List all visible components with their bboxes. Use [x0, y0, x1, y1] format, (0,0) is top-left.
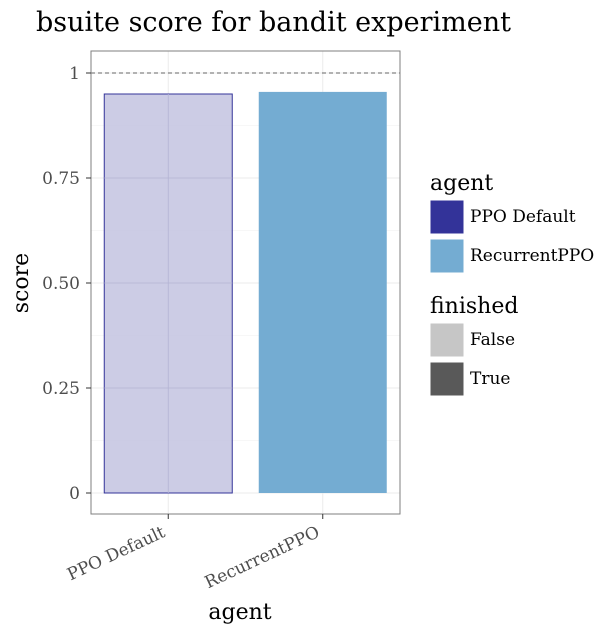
x-tick-label: PPO Default [64, 522, 168, 585]
legend-label: False [470, 330, 515, 350]
x-tick-label: RecurrentPPO [202, 522, 323, 593]
bar-recurrentppo [258, 91, 387, 494]
y-tick-label: 0 [69, 484, 80, 504]
legend-title: agent [430, 171, 493, 196]
chart-title: bsuite score for bandit experiment [36, 7, 511, 38]
plot-panel: 0 0.25 0.50 0.75 1 PPO Default RecurrentPPO [42, 50, 401, 593]
legend-key [429, 199, 465, 235]
y-tick-label: 0.75 [42, 169, 80, 189]
legends: agent PPO Default RecurrentPPO finished Fals… [429, 171, 594, 397]
legend-label: True [470, 369, 510, 389]
y-tick-label: 0.25 [42, 379, 80, 399]
y-tick-label: 1 [69, 64, 80, 84]
y-axis-title: score [9, 253, 34, 313]
legend-key [429, 238, 465, 274]
legend-key [429, 361, 465, 397]
y-tick-label: 0.50 [42, 274, 80, 294]
legend-label: PPO Default [470, 207, 576, 227]
x-axis-title: agent [208, 600, 271, 625]
legend-title: finished [430, 294, 518, 319]
legend-key [429, 322, 465, 358]
legend-label: RecurrentPPO [470, 246, 594, 266]
